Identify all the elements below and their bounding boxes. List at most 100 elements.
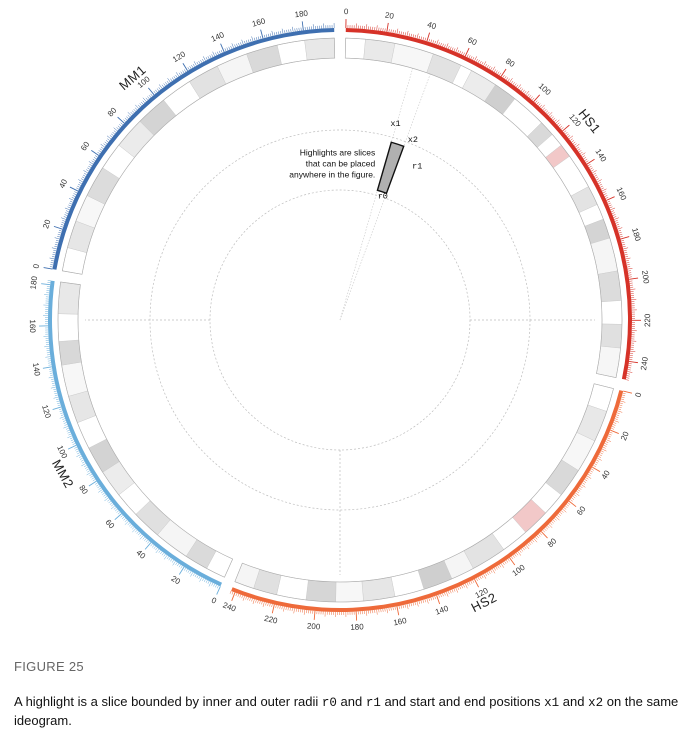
tick xyxy=(588,165,592,168)
tick xyxy=(50,386,56,389)
tick xyxy=(257,600,259,604)
tick xyxy=(461,51,463,55)
tick xyxy=(555,119,560,124)
tick xyxy=(516,84,519,88)
tick xyxy=(420,36,423,40)
tick xyxy=(163,83,166,87)
tick xyxy=(504,561,507,564)
tick xyxy=(573,494,577,497)
tick xyxy=(246,40,248,44)
tick xyxy=(549,114,553,118)
tick xyxy=(301,21,304,31)
tick xyxy=(117,511,121,515)
cytoband xyxy=(57,313,79,342)
tick xyxy=(621,241,625,244)
tick xyxy=(189,571,192,574)
tick xyxy=(438,42,440,46)
tick xyxy=(208,581,212,587)
tick xyxy=(54,237,60,240)
tick xyxy=(607,202,611,205)
cytoband xyxy=(58,339,82,366)
tick xyxy=(590,167,593,170)
tick xyxy=(626,375,630,377)
tick xyxy=(207,580,210,584)
tick xyxy=(98,487,102,490)
tick xyxy=(286,29,288,33)
tick xyxy=(556,515,560,518)
tick-label: 140 xyxy=(593,147,608,164)
tick xyxy=(583,157,587,160)
tick xyxy=(153,91,156,94)
tick xyxy=(579,151,583,155)
tick xyxy=(97,151,101,155)
tick-label: 80 xyxy=(546,536,559,549)
tick xyxy=(527,93,530,97)
tick xyxy=(86,472,92,476)
tick xyxy=(130,525,133,529)
tick xyxy=(42,366,52,369)
tick xyxy=(231,43,234,49)
tick xyxy=(58,231,62,234)
tick xyxy=(53,225,63,230)
tick xyxy=(607,437,611,440)
tick xyxy=(472,580,475,583)
tick xyxy=(198,60,201,64)
tick xyxy=(591,169,594,172)
tick xyxy=(275,604,277,608)
tick xyxy=(59,410,63,412)
tick xyxy=(303,609,305,615)
tick xyxy=(90,475,94,478)
tick xyxy=(406,30,409,36)
tick xyxy=(52,252,56,254)
tick xyxy=(109,135,113,138)
tick xyxy=(102,492,105,495)
tick xyxy=(249,38,252,42)
tick xyxy=(196,575,199,579)
tick xyxy=(281,606,283,610)
tick xyxy=(522,89,525,93)
tick xyxy=(230,45,232,49)
tick-label: 180 xyxy=(294,9,309,20)
tick xyxy=(67,435,73,439)
tick xyxy=(578,487,582,490)
tick xyxy=(616,224,620,226)
tick xyxy=(512,82,515,85)
tick xyxy=(614,217,619,220)
cytoband xyxy=(600,323,623,349)
tick xyxy=(600,187,604,190)
tick xyxy=(621,239,625,242)
tick xyxy=(49,257,55,260)
tick xyxy=(394,30,396,34)
tick xyxy=(581,484,586,488)
tick xyxy=(410,603,413,607)
tick xyxy=(182,70,185,74)
tick xyxy=(588,472,592,475)
tick xyxy=(100,143,105,148)
tick xyxy=(594,463,598,466)
tick xyxy=(267,33,270,37)
tick xyxy=(619,404,623,407)
tick xyxy=(611,428,615,430)
tick xyxy=(245,596,247,600)
tick xyxy=(126,116,129,119)
tick xyxy=(522,547,525,551)
tick xyxy=(63,426,69,429)
tick xyxy=(613,216,617,218)
tick xyxy=(220,43,225,53)
tick-label: 200 xyxy=(307,621,322,631)
tick xyxy=(130,111,133,115)
tick xyxy=(602,191,606,194)
tick xyxy=(570,499,573,502)
tick xyxy=(610,207,616,211)
tick-label: 40 xyxy=(600,468,613,481)
tick xyxy=(499,72,502,76)
tick xyxy=(627,266,631,268)
tick xyxy=(448,45,450,49)
tick xyxy=(463,52,465,56)
tick xyxy=(175,72,180,77)
tick xyxy=(259,35,262,39)
tick xyxy=(202,58,204,62)
tick xyxy=(628,360,639,364)
tick xyxy=(115,508,118,512)
